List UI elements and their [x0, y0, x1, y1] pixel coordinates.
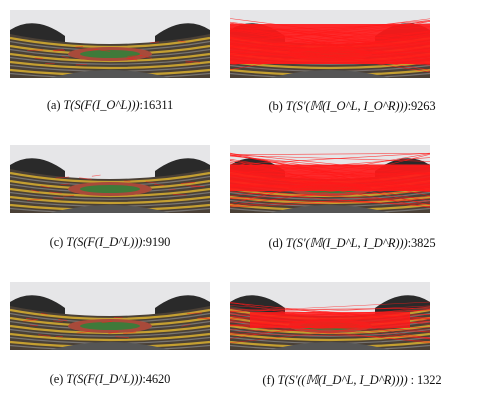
panel-b-svg	[230, 10, 430, 78]
caption-a-count: 16311	[142, 98, 174, 112]
caption-e-formula: T(S(F(I_D^L)))	[66, 372, 143, 386]
panel-b-image	[230, 10, 430, 78]
panel-d-image	[230, 145, 430, 213]
panel-e-svg	[10, 282, 210, 350]
caption-e-letter: (e)	[49, 372, 64, 386]
caption-d-formula: T(S′(𝕄(I_D^L, I_D^R)))	[285, 236, 408, 250]
caption-d-count: 3825	[410, 236, 436, 250]
caption-a-formula: T(S(F(I_O^L)))	[63, 98, 140, 112]
caption-b: (b) T(S′(𝕄(I_O^L, I_O^R))):9263	[268, 99, 436, 113]
caption-c-formula: T(S(F(I_D^L)))	[66, 235, 143, 249]
panel-f-image	[230, 282, 430, 350]
caption-b-letter: (b)	[268, 99, 283, 113]
panel-c-svg	[10, 145, 210, 213]
panel-f-svg	[230, 282, 430, 350]
caption-c-count: 9190	[145, 235, 171, 249]
caption-f: (f) T(S′((𝕄(I_D^L, I_D^R)))) : 1322	[262, 373, 442, 387]
caption-f-formula: T(S′((𝕄(I_D^L, I_D^R))))	[277, 373, 408, 387]
caption-d: (d) T(S′(𝕄(I_D^L, I_D^R))):3825	[268, 236, 436, 250]
caption-f-count: 1322	[416, 373, 442, 387]
caption-b-count: 9263	[410, 99, 436, 113]
panel-a-image	[10, 10, 210, 78]
caption-c: (c) T(S(F(I_D^L))):9190	[49, 235, 171, 249]
caption-f-letter: (f)	[262, 373, 275, 387]
panel-d-svg	[230, 145, 430, 213]
caption-a: (a) T(S(F(I_O^L))):16311	[46, 98, 174, 112]
panel-a-svg	[10, 10, 210, 78]
caption-a-letter: (a)	[46, 98, 61, 112]
caption-e: (e) T(S(F(I_D^L))):4620	[49, 372, 171, 386]
panel-e-image	[10, 282, 210, 350]
caption-e-count: 4620	[145, 372, 171, 386]
caption-d-letter: (d)	[268, 236, 283, 250]
caption-c-letter: (c)	[49, 235, 64, 249]
caption-b-formula: T(S′(𝕄(I_O^L, I_O^R)))	[285, 99, 408, 113]
panel-c-image	[10, 145, 210, 213]
